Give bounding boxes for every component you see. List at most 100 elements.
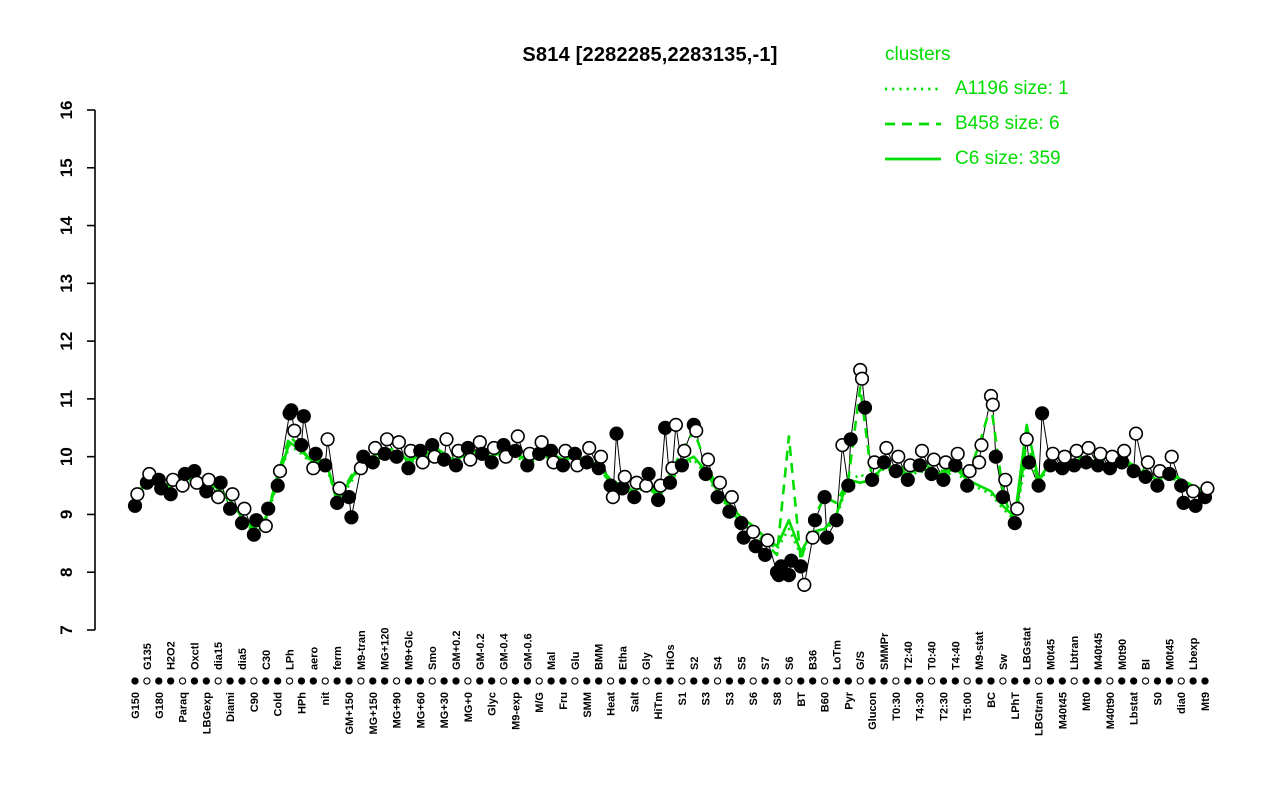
- filled-sample-point: [1114, 455, 1129, 470]
- condition-tick-dot: [178, 677, 187, 685]
- condition-label: MG+0: [463, 692, 475, 722]
- condition-tick-dot: [630, 677, 638, 685]
- condition-label: MG+120: [380, 628, 392, 671]
- filled-sample-point: [163, 487, 178, 502]
- condition-label: S0: [1152, 692, 1164, 705]
- condition-tick-dot: [321, 677, 329, 685]
- condition-label: aero: [308, 646, 320, 670]
- open-sample-point: [332, 481, 347, 496]
- filled-sample-point: [308, 446, 323, 461]
- legend-item-c6: C6 size: 359: [885, 148, 1069, 170]
- open-sample-point: [668, 417, 684, 433]
- condition-label: S1: [677, 692, 689, 705]
- condition-tick-dot: [143, 677, 151, 685]
- filled-sample-point: [213, 475, 228, 490]
- condition-tick-dot: [785, 677, 793, 685]
- condition-label: G135: [142, 643, 154, 670]
- filled-sample-point: [425, 438, 440, 453]
- y-tick-label: 14: [57, 216, 76, 235]
- condition-tick-dot: [1189, 677, 1197, 685]
- condition-label: HiTm: [653, 692, 665, 720]
- condition-label: Paraq: [178, 692, 190, 723]
- condition-tick-dot: [416, 677, 424, 685]
- condition-tick-dot: [1023, 677, 1031, 685]
- condition-tick-dot: [690, 677, 698, 685]
- y-tick-label: 16: [57, 101, 76, 120]
- open-sample-point: [201, 472, 216, 487]
- open-sample-point: [1057, 449, 1072, 464]
- y-tick-label: 10: [57, 447, 76, 466]
- open-sample-point: [582, 440, 597, 456]
- filled-sample-point: [609, 426, 624, 441]
- condition-label: G180: [154, 692, 166, 719]
- filled-sample-point: [924, 466, 939, 482]
- condition-tick-dot: [904, 677, 912, 685]
- filled-sample-point: [389, 449, 404, 464]
- condition-tick-dot: [190, 677, 199, 685]
- filled-sample-point: [555, 458, 571, 473]
- open-sample-point: [700, 452, 716, 467]
- condition-label: S2: [689, 657, 701, 670]
- condition-tick-dot: [167, 677, 175, 685]
- condition-label: dia5: [237, 648, 249, 670]
- open-sample-point: [391, 435, 407, 450]
- condition-tick-dot: [725, 677, 734, 685]
- open-sample-point: [225, 487, 240, 502]
- filled-sample-point: [900, 472, 915, 487]
- filled-sample-point: [615, 481, 630, 496]
- condition-label: T2:40: [903, 641, 915, 670]
- condition-label: M40t90: [1105, 692, 1117, 729]
- filled-sample-point: [460, 440, 476, 456]
- condition-label: LPh: [285, 649, 297, 670]
- filled-sample-point: [698, 466, 713, 482]
- legend-item-a1196: A1196 size: 1: [885, 78, 1069, 100]
- filled-sample-point: [1162, 466, 1177, 482]
- condition-label: BC: [986, 692, 998, 708]
- y-tick-label: 8: [57, 567, 76, 576]
- condition-label: LBGexp: [201, 692, 213, 734]
- condition-label: T0:30: [891, 692, 903, 721]
- condition-label: M0t45: [1164, 639, 1176, 670]
- y-tick-label: 15: [57, 158, 76, 177]
- condition-label: M9-stat: [974, 631, 986, 670]
- filled-sample-point: [296, 409, 311, 424]
- filled-sample-point: [888, 464, 904, 479]
- open-sample-point: [1069, 443, 1084, 459]
- condition-tick-dot: [369, 677, 377, 685]
- filled-sample-point: [341, 490, 357, 505]
- condition-label: Sw: [998, 654, 1010, 670]
- filled-sample-point: [284, 403, 299, 418]
- filled-sample-point: [995, 490, 1011, 505]
- condition-tick-dot: [987, 677, 995, 685]
- filled-sample-point: [199, 484, 214, 499]
- condition-label: B36: [808, 650, 820, 670]
- condition-label: LBGtran: [1034, 692, 1046, 736]
- open-sample-point: [306, 461, 321, 476]
- y-tick-label: 9: [57, 510, 76, 519]
- filled-sample-point: [857, 400, 873, 415]
- condition-label: G/S: [855, 651, 867, 670]
- condition-tick-dot: [523, 677, 531, 685]
- open-sample-point: [1010, 501, 1025, 516]
- y-tick-label: 7: [57, 625, 76, 634]
- condition-label: GM-0.2: [475, 633, 487, 670]
- condition-tick-dot: [155, 677, 163, 685]
- condition-label: T5:00: [962, 692, 974, 721]
- open-sample-point: [1019, 432, 1034, 447]
- condition-label: M0t90: [1117, 639, 1129, 670]
- filled-sample-point: [270, 478, 285, 493]
- open-sample-point: [605, 490, 621, 505]
- condition-tick-dot: [880, 677, 888, 685]
- condition-label: S3: [724, 692, 736, 705]
- condition-label: T4:30: [915, 692, 927, 721]
- open-sample-point: [1185, 484, 1201, 499]
- legend: clusters A1196 size: 1 B458 size: 6 C6 s…: [885, 44, 1069, 183]
- filled-sample-point: [543, 443, 559, 459]
- legend-item-label: C6 size: 359: [955, 148, 1061, 169]
- condition-label: MG+90: [392, 692, 404, 728]
- condition-label: Lbexp: [1188, 637, 1200, 670]
- filled-sample-point: [843, 432, 858, 447]
- filled-sample-point: [591, 461, 606, 476]
- condition-label: Fru: [558, 692, 570, 710]
